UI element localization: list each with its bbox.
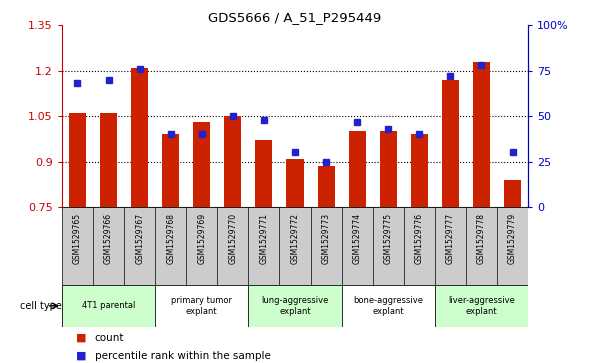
- Text: GSM1529771: GSM1529771: [260, 213, 268, 264]
- Bar: [380, 131, 396, 207]
- Bar: [62, 207, 528, 285]
- Title: GDS5666 / A_51_P295449: GDS5666 / A_51_P295449: [208, 11, 382, 24]
- Bar: [248, 285, 342, 327]
- Bar: [442, 80, 459, 207]
- Text: bone-aggressive
explant: bone-aggressive explant: [353, 296, 423, 316]
- Text: GSM1529766: GSM1529766: [104, 213, 113, 264]
- Bar: [411, 134, 428, 207]
- Bar: [62, 285, 155, 327]
- Text: cell type: cell type: [20, 301, 62, 311]
- Text: ■: ■: [76, 333, 86, 343]
- Bar: [504, 180, 521, 207]
- Text: GSM1529774: GSM1529774: [353, 213, 362, 264]
- Text: GSM1529777: GSM1529777: [446, 213, 455, 264]
- Text: GSM1529776: GSM1529776: [415, 213, 424, 264]
- Text: primary tumor
explant: primary tumor explant: [171, 296, 232, 316]
- Text: GSM1529769: GSM1529769: [197, 213, 206, 264]
- Bar: [131, 68, 148, 207]
- Text: lung-aggressive
explant: lung-aggressive explant: [261, 296, 329, 316]
- Bar: [317, 166, 335, 207]
- Text: GSM1529770: GSM1529770: [228, 213, 237, 264]
- Text: GSM1529773: GSM1529773: [322, 213, 330, 264]
- Text: GSM1529779: GSM1529779: [508, 213, 517, 264]
- Text: count: count: [94, 333, 124, 343]
- Text: GSM1529768: GSM1529768: [166, 213, 175, 264]
- Text: GSM1529775: GSM1529775: [384, 213, 393, 264]
- Bar: [224, 116, 241, 207]
- Text: GSM1529767: GSM1529767: [135, 213, 144, 264]
- Text: GSM1529772: GSM1529772: [290, 213, 300, 264]
- Bar: [162, 134, 179, 207]
- Bar: [69, 113, 86, 207]
- Text: ■: ■: [76, 351, 86, 361]
- Bar: [435, 285, 528, 327]
- Text: percentile rank within the sample: percentile rank within the sample: [94, 351, 270, 361]
- Text: GSM1529765: GSM1529765: [73, 213, 82, 264]
- Text: 4T1 parental: 4T1 parental: [82, 301, 135, 310]
- Text: GSM1529778: GSM1529778: [477, 213, 486, 264]
- Bar: [255, 140, 273, 207]
- Bar: [100, 113, 117, 207]
- Bar: [349, 131, 366, 207]
- Bar: [155, 285, 248, 327]
- Bar: [287, 159, 303, 207]
- Bar: [194, 122, 210, 207]
- Text: liver-aggressive
explant: liver-aggressive explant: [448, 296, 515, 316]
- Bar: [473, 62, 490, 207]
- Bar: [342, 285, 435, 327]
